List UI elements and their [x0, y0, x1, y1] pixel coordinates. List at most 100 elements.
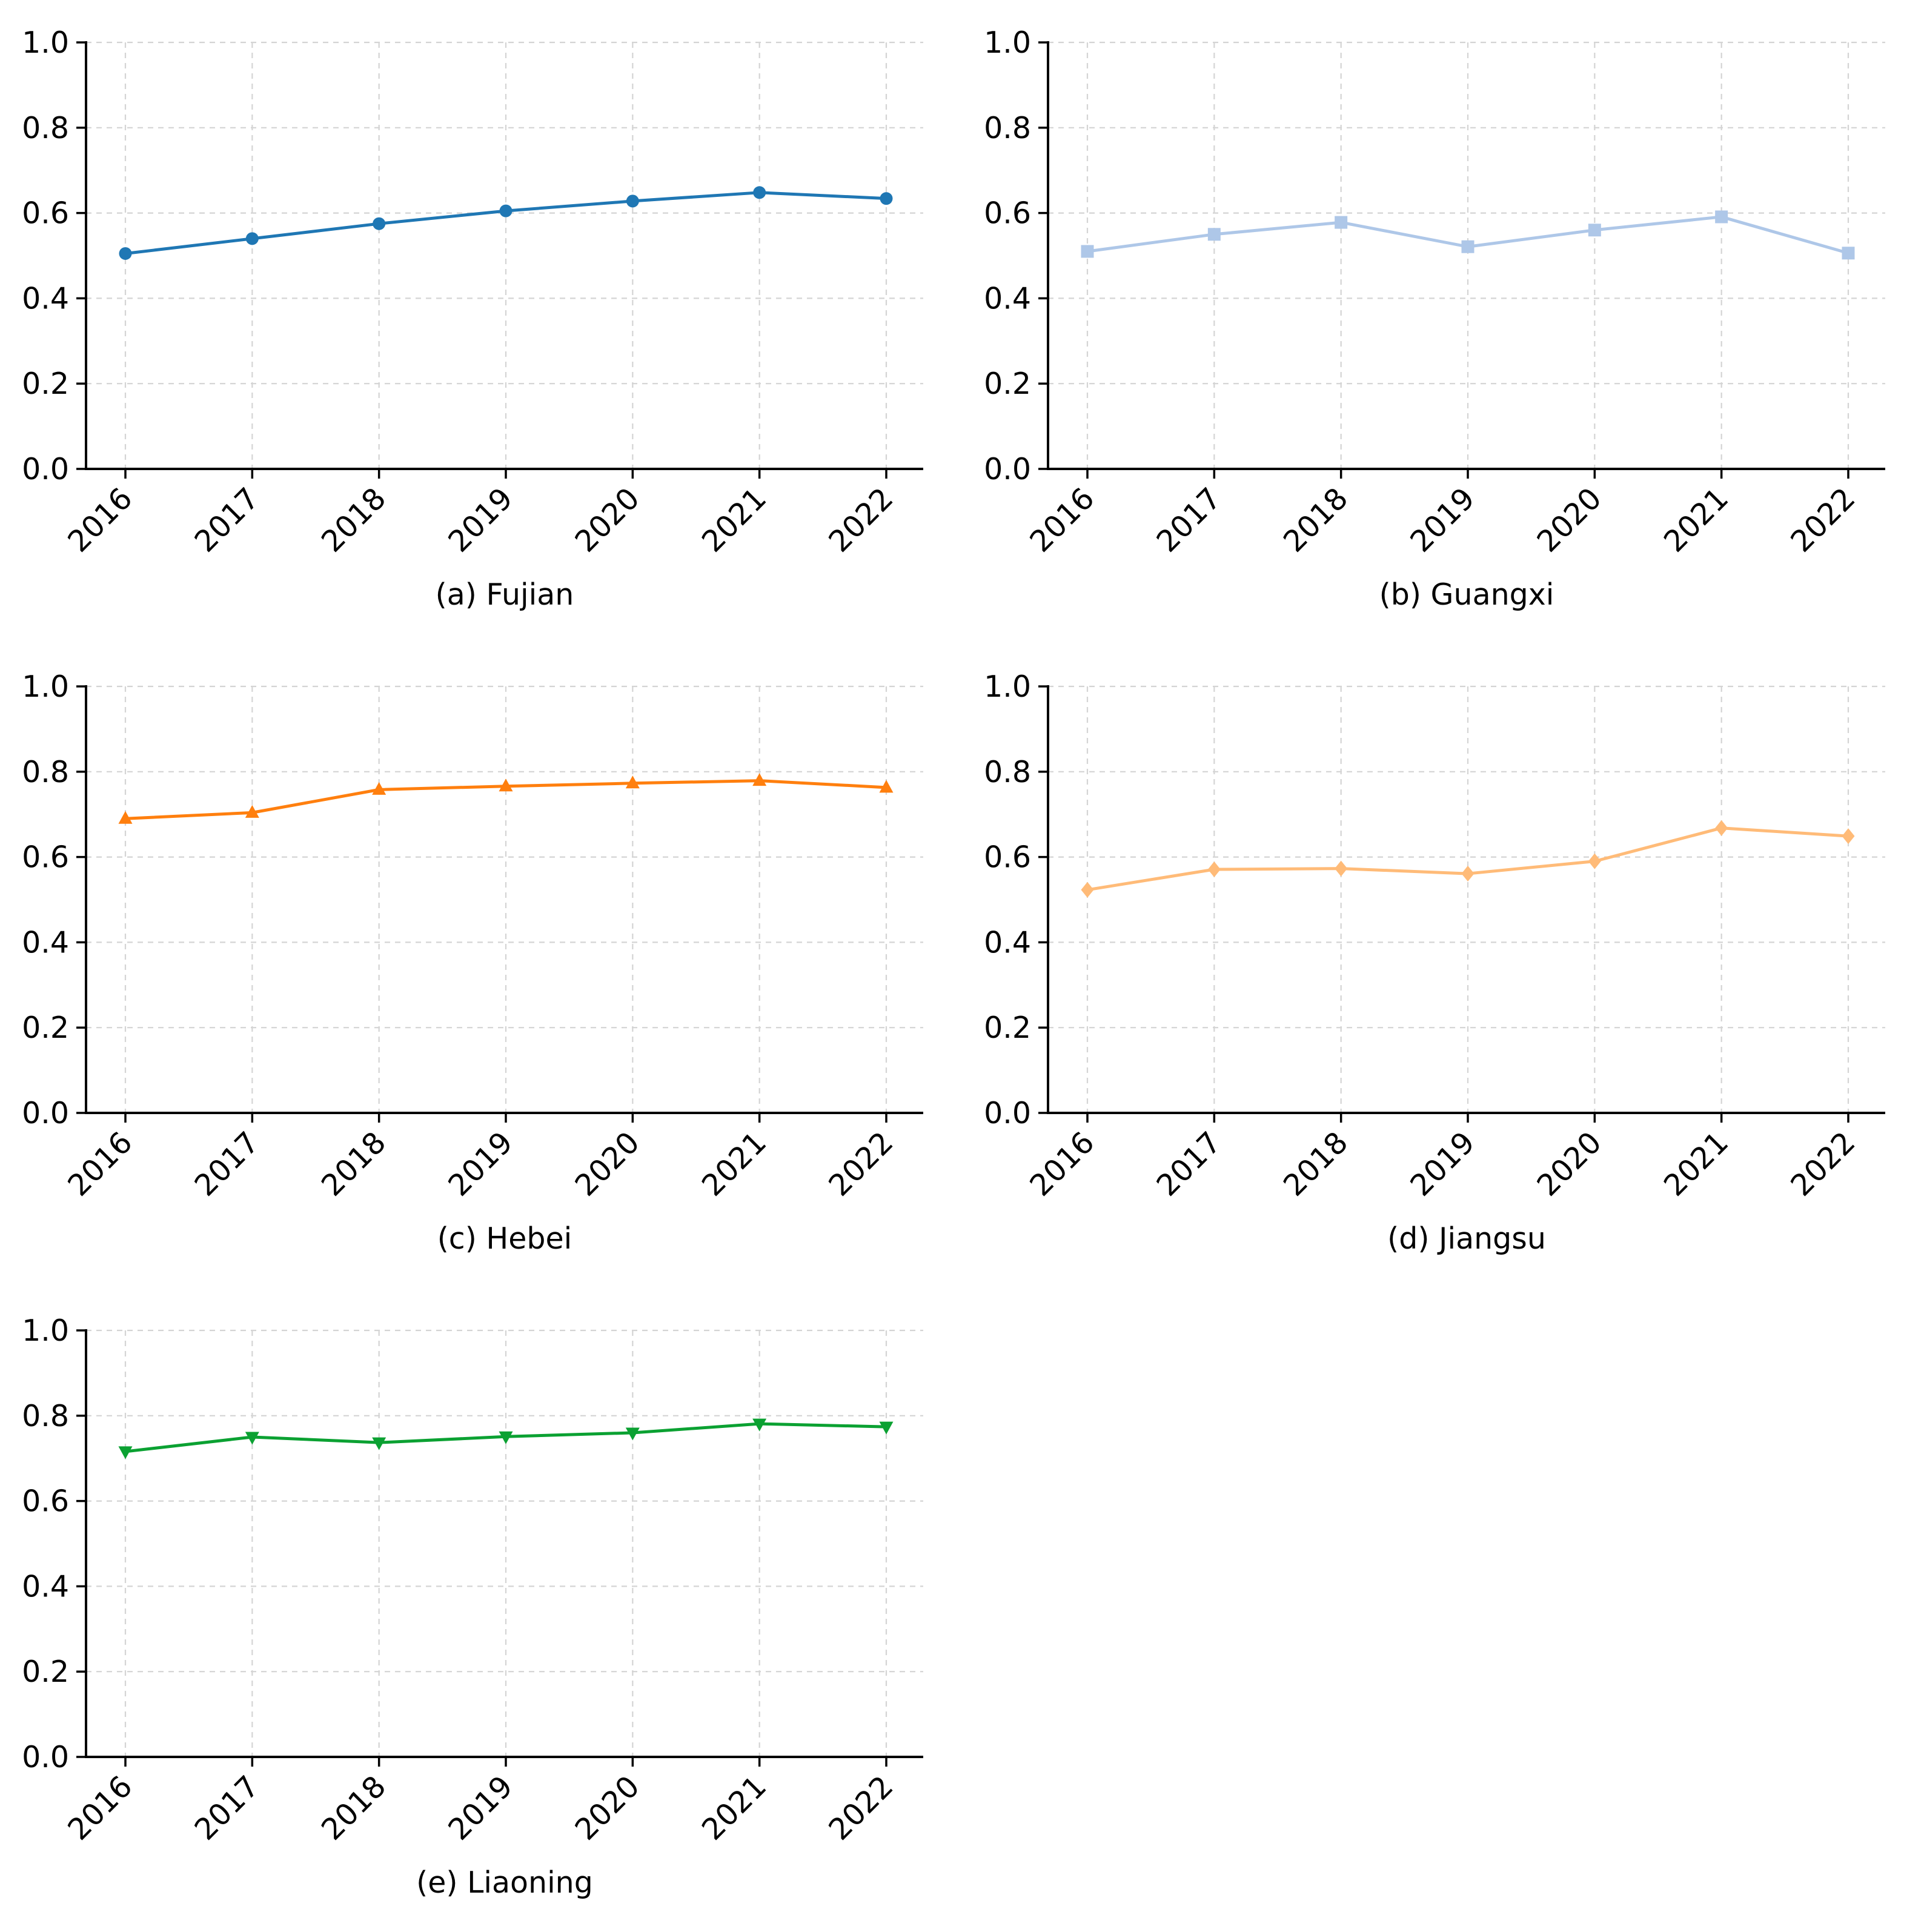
x-tick-labels: 2016 2017 2018 2019 2020 2021 2022 [61, 1769, 900, 1847]
y-tick-labels: 0.0 0.2 0.4 0.6 0.8 1.0 [984, 25, 1031, 486]
svg-text:2018: 2018 [1277, 481, 1355, 559]
svg-text:0.0: 0.0 [984, 452, 1031, 486]
svg-text:0.6: 0.6 [984, 196, 1031, 231]
svg-text:0.2: 0.2 [22, 1655, 69, 1689]
x-tick-labels: 2016 2017 2018 2019 2020 2021 2022 [61, 1125, 900, 1203]
svg-text:0.0: 0.0 [22, 1096, 69, 1130]
svg-text:2016: 2016 [1023, 481, 1101, 559]
svg-text:1.0: 1.0 [22, 25, 69, 60]
x-tick-labels: 2016 2017 2018 2019 2020 2021 2022 [1023, 481, 1862, 559]
svg-text:0.4: 0.4 [22, 1569, 69, 1604]
series-liaoning [118, 1418, 894, 1459]
svg-text:0.2: 0.2 [984, 367, 1031, 401]
svg-text:0.4: 0.4 [984, 281, 1031, 316]
tick-marks [76, 1329, 887, 1767]
series-hebei [118, 773, 894, 824]
subplot-e-liaoning: 0.0 0.2 0.4 0.6 0.8 1.0 2016 2017 2018 2019 2020 20… [0, 1288, 962, 1932]
svg-text:2021: 2021 [1657, 1125, 1735, 1203]
svg-text:2018: 2018 [315, 1769, 393, 1847]
y-tick-labels: 0.0 0.2 0.4 0.6 0.8 1.0 [22, 25, 69, 486]
svg-text:0.8: 0.8 [984, 111, 1031, 145]
svg-text:0.8: 0.8 [984, 755, 1031, 789]
axis-spines [85, 685, 923, 1114]
gridlines [1048, 41, 1885, 470]
svg-text:1.0: 1.0 [984, 25, 1031, 60]
tick-marks [1038, 41, 1849, 479]
svg-text:2017: 2017 [188, 1125, 265, 1203]
svg-text:2021: 2021 [695, 1769, 773, 1847]
y-tick-labels: 0.0 0.2 0.4 0.6 0.8 1.0 [22, 669, 69, 1130]
gridlines [86, 41, 923, 470]
svg-text:2017: 2017 [1150, 1125, 1227, 1203]
axis-spines [85, 1329, 923, 1758]
svg-text:2021: 2021 [1657, 481, 1735, 559]
svg-text:0.0: 0.0 [984, 1096, 1031, 1130]
svg-text:0.6: 0.6 [22, 1484, 69, 1519]
subplot-c-caption: (c) Hebei [437, 1221, 572, 1256]
subplot-a-caption: (a) Fujian [435, 577, 574, 612]
svg-text:0.0: 0.0 [22, 452, 69, 486]
x-tick-labels: 2016 2017 2018 2019 2020 2021 2022 [1023, 1125, 1862, 1203]
axis-spines [1047, 685, 1885, 1114]
axis-spines [1047, 41, 1885, 470]
empty-grid-cell [962, 1288, 1924, 1932]
tick-marks [1038, 685, 1849, 1123]
gridlines [86, 685, 923, 1114]
svg-text:2017: 2017 [1150, 481, 1227, 559]
gridlines [1048, 685, 1885, 1114]
series-jiangsu [1081, 820, 1855, 898]
svg-text:2018: 2018 [315, 481, 393, 559]
svg-text:2021: 2021 [695, 481, 773, 559]
axis-spines [85, 41, 923, 470]
svg-text:0.8: 0.8 [22, 1399, 69, 1433]
svg-text:2019: 2019 [442, 1769, 519, 1847]
subplot-b-guangxi: 0.0 0.2 0.4 0.6 0.8 1.0 2016 2017 2018 2019 2020 20… [962, 0, 1924, 644]
svg-text:0.6: 0.6 [22, 196, 69, 231]
subplot-e-caption: (e) Liaoning [416, 1865, 593, 1900]
svg-text:0.8: 0.8 [22, 111, 69, 145]
svg-text:2020: 2020 [568, 1125, 646, 1203]
svg-text:2022: 2022 [822, 1125, 900, 1203]
svg-text:2021: 2021 [695, 1125, 773, 1203]
subplot-a-fujian: 0.0 0.2 0.4 0.6 0.8 1.0 2016 2017 2018 2019 2020 20… [0, 0, 962, 644]
subplot-c-hebei: 0.0 0.2 0.4 0.6 0.8 1.0 2016 2017 2018 2019 2020 20… [0, 644, 962, 1288]
svg-text:0.8: 0.8 [22, 755, 69, 789]
svg-text:2019: 2019 [1404, 1125, 1481, 1203]
svg-text:2018: 2018 [1277, 1125, 1355, 1203]
svg-text:0.2: 0.2 [984, 1011, 1031, 1045]
gridlines [86, 1329, 923, 1758]
svg-text:2016: 2016 [61, 1769, 139, 1847]
svg-text:0.6: 0.6 [22, 840, 69, 875]
svg-text:2022: 2022 [1784, 481, 1862, 559]
svg-text:0.2: 0.2 [22, 1011, 69, 1045]
y-tick-labels: 0.0 0.2 0.4 0.6 0.8 1.0 [22, 1313, 69, 1774]
svg-text:0.4: 0.4 [984, 925, 1031, 960]
svg-text:2018: 2018 [315, 1125, 393, 1203]
svg-text:2016: 2016 [1023, 1125, 1101, 1203]
svg-text:0.0: 0.0 [22, 1740, 69, 1774]
x-tick-labels: 2016 2017 2018 2019 2020 2021 2022 [61, 481, 900, 559]
svg-text:0.2: 0.2 [22, 367, 69, 401]
svg-text:1.0: 1.0 [984, 669, 1031, 704]
svg-text:2016: 2016 [61, 481, 139, 559]
subplot-d-caption: (d) Jiangsu [1387, 1221, 1546, 1256]
svg-text:2016: 2016 [61, 1125, 139, 1203]
svg-text:0.4: 0.4 [22, 925, 69, 960]
tick-marks [76, 41, 887, 479]
svg-text:0.4: 0.4 [22, 281, 69, 316]
tick-marks [76, 685, 887, 1123]
svg-text:2020: 2020 [1530, 1125, 1608, 1203]
svg-text:2017: 2017 [188, 481, 265, 559]
svg-text:2022: 2022 [1784, 1125, 1862, 1203]
svg-text:2019: 2019 [442, 1125, 519, 1203]
svg-text:2022: 2022 [822, 481, 900, 559]
svg-text:2017: 2017 [188, 1769, 265, 1847]
svg-text:2020: 2020 [1530, 481, 1608, 559]
svg-text:2019: 2019 [442, 481, 519, 559]
svg-text:2020: 2020 [568, 481, 646, 559]
svg-text:1.0: 1.0 [22, 669, 69, 704]
